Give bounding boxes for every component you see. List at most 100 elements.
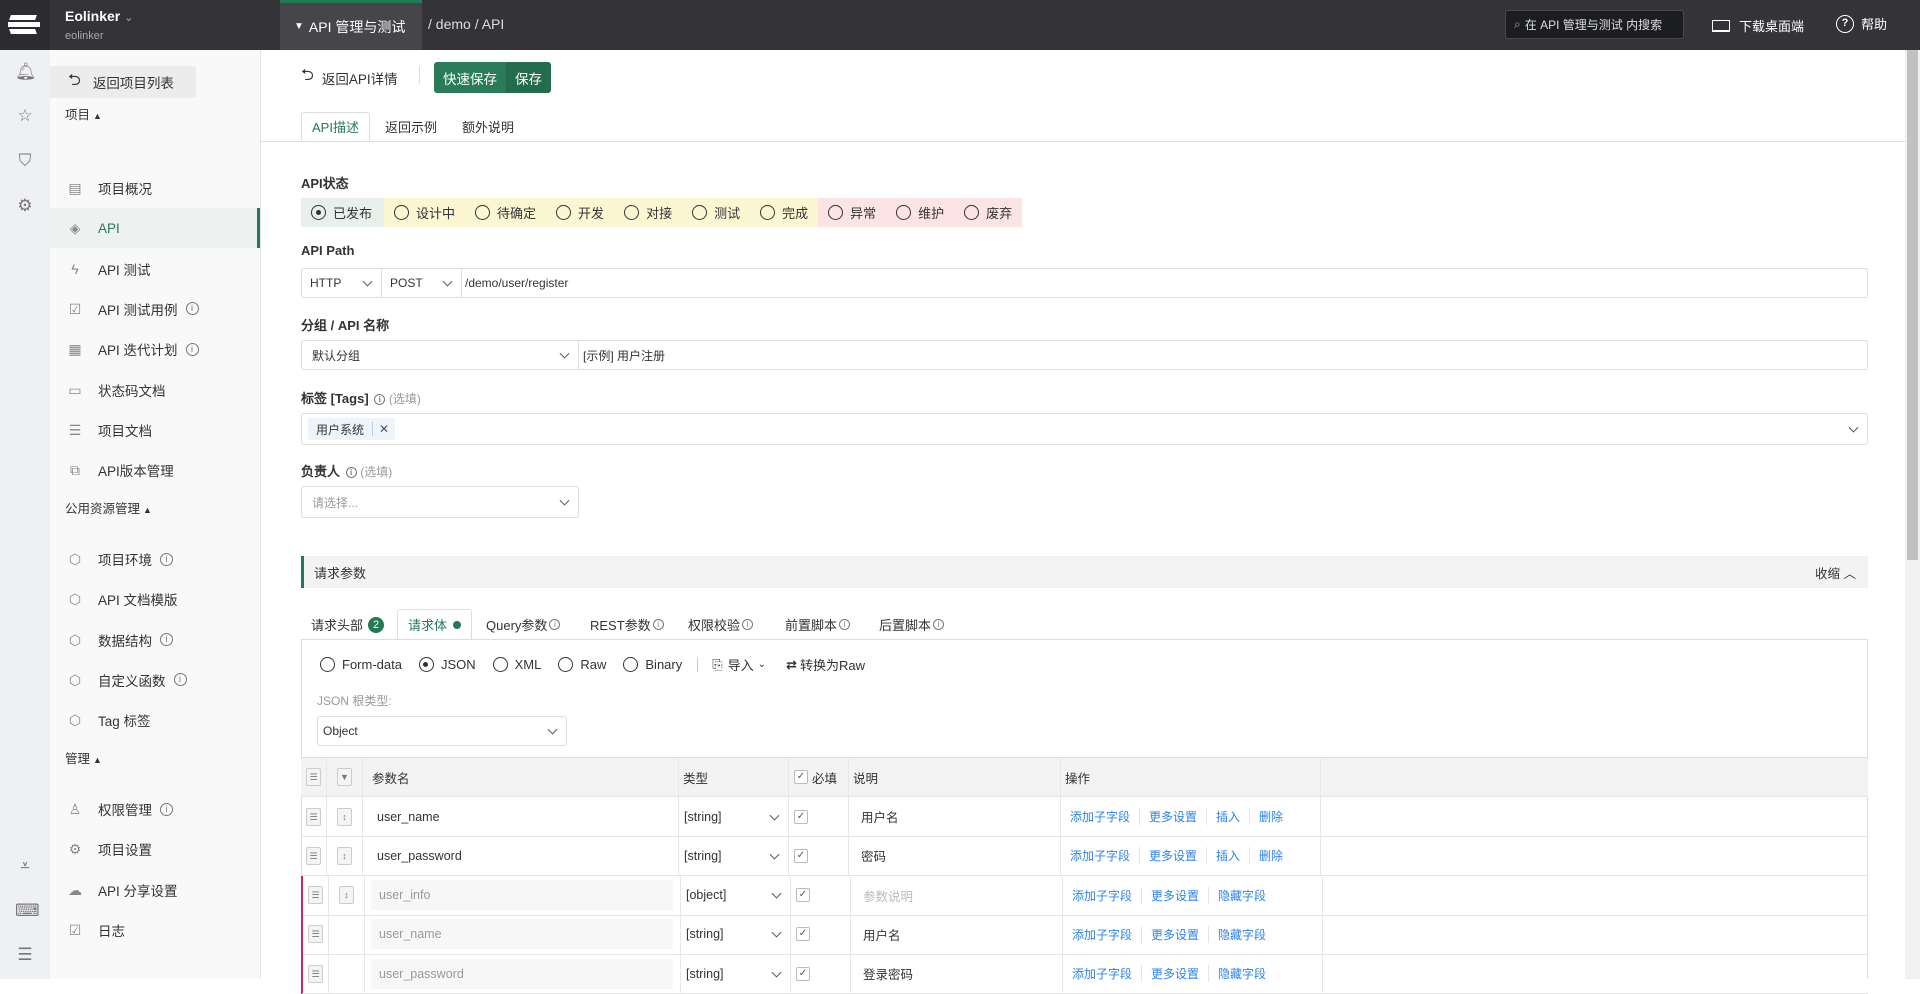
description-input[interactable]: 密码 <box>849 836 1061 876</box>
menu-icon[interactable]: ☰ <box>17 945 33 964</box>
back-to-projects-button[interactable]: ⮌ 返回项目列表 <box>50 66 196 98</box>
request-tab[interactable]: 请求体 <box>397 609 473 640</box>
bell-icon[interactable]: 🔔︎ <box>15 62 37 81</box>
sidebar-item[interactable]: ϟ API 测试 <box>50 249 260 289</box>
sidebar-item[interactable]: ▦ API 迭代计划 i <box>50 329 260 369</box>
required-checkbox[interactable]: ✓ <box>796 927 810 942</box>
quick-save-button[interactable]: 快速保存 <box>434 62 506 93</box>
sidebar-item[interactable]: ⚙ 项目设置 <box>50 829 260 869</box>
expand-all-icon[interactable]: ▼ <box>337 768 352 786</box>
sidebar-group-header[interactable]: 公用资源管理 ▲ <box>65 498 152 517</box>
request-tab[interactable]: REST参数 i <box>580 609 674 640</box>
status-option[interactable]: 设计中 <box>384 198 466 227</box>
param-name-input[interactable]: user_password <box>377 848 462 863</box>
protocol-select[interactable]: HTTP <box>301 268 382 298</box>
drag-handle[interactable]: ☰ <box>306 846 321 865</box>
row-action-link[interactable]: 添加子字段 <box>1067 886 1143 904</box>
close-icon[interactable]: ✕ <box>372 422 395 436</box>
row-action-link[interactable]: 添加子字段 <box>1065 808 1141 825</box>
workspace-switcher[interactable]: Eolinker ⌄ <box>65 8 133 24</box>
back-to-api-detail-button[interactable]: ⮌ 返回API详情 <box>301 64 398 91</box>
sidebar-item[interactable]: ⬡ 自定义函数 i <box>50 660 260 700</box>
required-all-checkbox[interactable]: ✓ <box>794 770 808 784</box>
type-select[interactable]: [string] <box>681 954 791 994</box>
row-action-link[interactable]: 删除 <box>1259 849 1284 864</box>
sidebar-group-header[interactable]: 项目 ▲ <box>65 104 102 123</box>
download-desktop-button[interactable]: 下载桌面端 <box>1712 16 1804 35</box>
collapse-down-icon[interactable]: ⩡ <box>20 856 30 875</box>
drag-handle[interactable]: ☰ <box>308 925 323 944</box>
body-type-option[interactable]: Raw <box>558 657 606 672</box>
drag-handle[interactable]: ☰ <box>308 964 323 983</box>
convert-to-raw-button[interactable]: ⇄ 转换为Raw <box>786 655 865 674</box>
row-action-link[interactable]: 删除 <box>1259 810 1284 824</box>
status-option[interactable]: 测试 <box>682 198 751 227</box>
type-select[interactable]: [string] <box>681 914 791 954</box>
row-action-link[interactable]: 插入 <box>1207 847 1251 865</box>
keyboard-icon[interactable]: ⌨ <box>15 901 40 920</box>
move-icon[interactable]: ↕ <box>339 886 354 905</box>
row-action-link[interactable]: 更多设置 <box>1140 808 1208 825</box>
module-tab[interactable]: ▼ API 管理与测试 <box>280 0 422 50</box>
param-name-input[interactable]: user_info <box>371 880 673 911</box>
sidebar-item[interactable]: ⧉ API版本管理 <box>50 450 260 490</box>
scrollbar[interactable] <box>1905 50 1920 979</box>
required-checkbox[interactable]: ✓ <box>794 848 808 863</box>
body-type-option[interactable]: XML <box>492 657 541 672</box>
request-tab[interactable]: 后置脚本 i <box>869 609 954 640</box>
search-input[interactable]: ⌕ 在 API 管理与测试 内搜索 <box>1505 10 1684 39</box>
row-action-link[interactable]: 添加子字段 <box>1067 965 1143 983</box>
row-action-link[interactable]: 隐藏字段 <box>1218 967 1267 982</box>
row-action-link[interactable]: 更多设置 <box>1142 886 1210 904</box>
request-tab[interactable]: 前置脚本 i <box>775 609 860 640</box>
tab-api-description[interactable]: API描述 <box>301 112 370 141</box>
body-type-option[interactable]: Binary <box>623 657 682 672</box>
shirt-icon[interactable]: ⛉ <box>18 151 32 170</box>
status-option[interactable]: 对接 <box>614 198 683 227</box>
sidebar-item[interactable]: ⬡ API 文档模版 <box>50 579 260 619</box>
sidebar-item[interactable]: ▭ 状态码文档 <box>50 370 260 410</box>
sidebar-item[interactable]: ☁ API 分享设置 <box>50 870 260 910</box>
row-action-link[interactable]: 添加子字段 <box>1067 925 1143 943</box>
sidebar-item[interactable]: ⬡ Tag 标签 <box>50 700 260 740</box>
required-checkbox[interactable]: ✓ <box>796 888 810 903</box>
api-path-input[interactable]: /demo/user/register <box>461 268 1868 298</box>
param-name-input[interactable]: user_name <box>371 919 673 950</box>
type-select[interactable]: [string] <box>679 797 789 836</box>
status-option[interactable]: 异常 <box>818 198 887 227</box>
description-input[interactable]: 用户名 <box>851 914 1063 954</box>
root-type-select[interactable]: Object <box>317 716 567 746</box>
request-tab[interactable]: Query参数 i <box>476 609 570 640</box>
sidebar-group-header[interactable]: 管理 ▲ <box>65 748 102 767</box>
help-button[interactable]: ? 帮助 <box>1836 14 1887 33</box>
type-select[interactable]: [string] <box>679 836 789 876</box>
sidebar-item[interactable]: ☰ 项目文档 <box>50 410 260 450</box>
row-action-link[interactable]: 隐藏字段 <box>1218 888 1267 903</box>
breadcrumb[interactable]: / demo / API <box>428 16 505 32</box>
sidebar-item[interactable]: ◈ API <box>50 208 260 249</box>
tags-input[interactable]: 用户系统 ✕ <box>301 413 1868 445</box>
type-select[interactable]: [object] <box>681 875 791 915</box>
request-tab[interactable]: 请求头部 2 <box>301 609 394 640</box>
star-icon[interactable]: ☆ <box>17 106 33 125</box>
row-action-link[interactable]: 更多设置 <box>1140 847 1208 865</box>
group-select[interactable]: 默认分组 <box>301 340 579 370</box>
gear-icon[interactable]: ⚙ <box>17 196 33 215</box>
param-name-input[interactable]: user_password <box>371 958 673 989</box>
description-input[interactable]: 登录密码 <box>851 954 1063 994</box>
status-option[interactable]: 待确定 <box>465 198 547 227</box>
sidebar-item[interactable]: ☑ 日志 <box>50 910 260 950</box>
status-option[interactable]: 开发 <box>546 198 615 227</box>
sidebar-item[interactable]: ⬡ 项目环境 i <box>50 539 260 579</box>
move-icon[interactable]: ↕ <box>337 807 352 826</box>
save-button[interactable]: 保存 <box>506 62 551 93</box>
row-action-link[interactable]: 更多设置 <box>1142 965 1210 983</box>
sidebar-item[interactable]: ▤ 项目概况 <box>50 168 260 208</box>
sidebar-item[interactable]: ⬡ 数据结构 i <box>50 620 260 660</box>
status-option[interactable]: 废弃 <box>954 198 1023 227</box>
status-option[interactable]: 维护 <box>886 198 955 227</box>
method-select[interactable]: POST <box>381 268 462 298</box>
description-input[interactable]: 参数说明 <box>851 875 1063 915</box>
select-all-handle[interactable]: ☰ <box>306 768 321 786</box>
row-action-link[interactable]: 添加子字段 <box>1065 847 1141 865</box>
